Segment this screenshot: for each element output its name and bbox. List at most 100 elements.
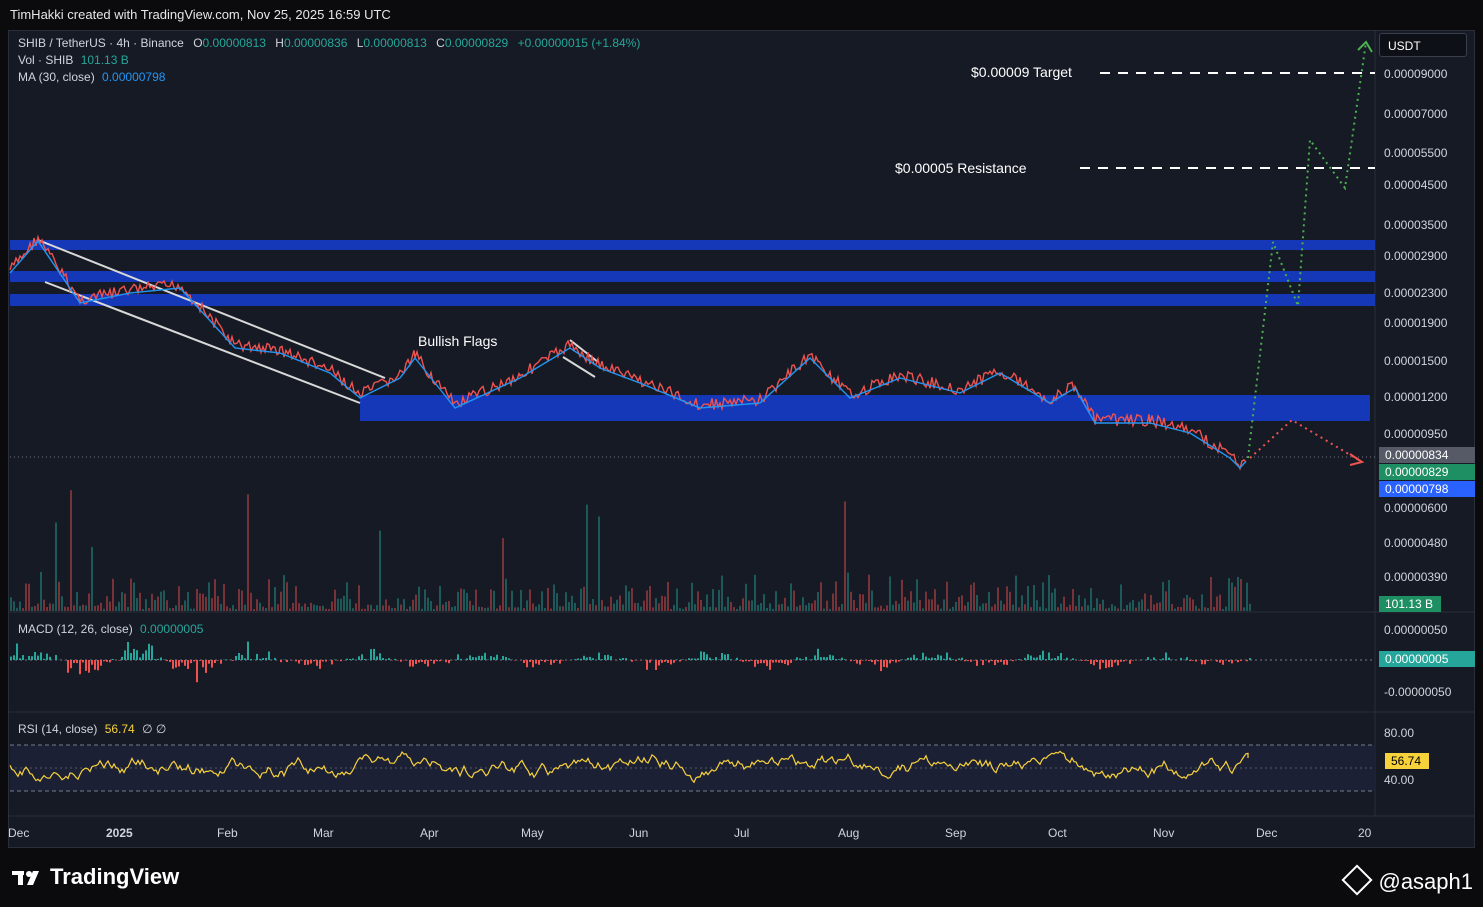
volume-bar [1141, 599, 1143, 611]
macd-bar [82, 660, 84, 663]
macd-bar [196, 660, 198, 683]
macd-bar [838, 659, 840, 660]
macd-bar [241, 654, 243, 660]
volume-bar [391, 608, 393, 611]
macd-bar [331, 660, 333, 665]
macd-bar [910, 657, 912, 660]
volume-bar [382, 605, 384, 611]
volume-bar [856, 607, 858, 611]
volume-bar [1057, 607, 1059, 611]
macd-bar [346, 658, 348, 660]
x-tick: Nov [1153, 826, 1175, 840]
resistance-annotation[interactable]: $0.00005 Resistance [895, 160, 1027, 176]
macd-bar [334, 659, 336, 660]
macd-bar [67, 660, 69, 673]
symbol-label[interactable]: SHIB / TetherUS · 4h · Binance [18, 36, 184, 50]
volume-bar [742, 598, 744, 611]
macd-bar [934, 658, 936, 660]
macd-bar [469, 655, 471, 660]
volume-bar [670, 608, 672, 611]
macd-bar [484, 652, 486, 660]
macd-bar [400, 660, 402, 662]
macd-bar [259, 658, 261, 660]
volume-bar [592, 599, 594, 611]
volume-bar [1156, 602, 1158, 611]
macd-bar [1204, 660, 1206, 665]
macd-bar [187, 660, 189, 669]
volume-bar [184, 600, 186, 611]
volume-bar [1096, 598, 1098, 611]
macd-bar [700, 651, 702, 660]
macd-bar [1006, 660, 1008, 665]
macd-bar [184, 660, 186, 666]
macd-bar [214, 660, 216, 663]
macd-bar [1018, 659, 1020, 660]
x-tick: May [521, 826, 544, 840]
macd-bar [925, 656, 927, 660]
rsi-label[interactable]: RSI (14, close) [18, 722, 98, 736]
volume-bar [712, 589, 714, 611]
bullish-projection-path [1247, 41, 1367, 459]
y-tick: 0.00007000 [1384, 107, 1448, 121]
volume-bar [244, 604, 246, 611]
volume-bar [61, 596, 63, 611]
currency-selector[interactable]: USDT [1379, 33, 1467, 57]
volume-bar [775, 591, 777, 611]
volume-bar [913, 602, 915, 611]
rsi-tick: 80.00 [1384, 726, 1415, 740]
volume-bar [1027, 586, 1029, 611]
volume-bar [1222, 608, 1224, 611]
tradingview-logo[interactable]: TradingView [12, 864, 179, 890]
volume-bar [43, 599, 45, 611]
volume-bar [904, 597, 906, 611]
volume-bar [235, 609, 237, 611]
macd-bar [691, 658, 693, 660]
high-value: 0.00000836 [283, 36, 348, 50]
macd-bar [1087, 660, 1089, 661]
volume-bar [760, 603, 762, 611]
volume-bar [562, 606, 564, 611]
macd-bar [124, 650, 126, 660]
ma-label[interactable]: MA (30, close) [18, 70, 95, 84]
volume-bar [850, 591, 852, 611]
macd-bar [940, 655, 942, 660]
rsi-band [10, 745, 1375, 791]
volume-bar [88, 593, 90, 611]
macd-bar [817, 648, 819, 660]
y-tick: 0.00002300 [1384, 286, 1448, 300]
flag-upper-line [569, 339, 599, 363]
volume-bar [292, 602, 294, 611]
target-annotation[interactable]: $0.00009 Target [971, 64, 1072, 80]
macd-bar [70, 660, 72, 669]
macd-bar [109, 660, 111, 663]
volume-bar [163, 590, 165, 611]
macd-bar [46, 653, 48, 660]
volume-bar [208, 582, 210, 611]
volume-bar [994, 604, 996, 611]
macd-bar [1036, 657, 1038, 660]
volume-bar [409, 606, 411, 611]
macd-bar [166, 660, 168, 662]
macd-bar [625, 658, 627, 660]
macd-label[interactable]: MACD (12, 26, close) [18, 622, 133, 636]
volume-bar [649, 586, 651, 611]
volume-bar [58, 581, 60, 611]
bullish-flags-annotation[interactable]: Bullish Flags [418, 333, 498, 349]
macd-bar [1168, 657, 1170, 660]
volume-bar [901, 579, 903, 611]
macd-bar [1105, 660, 1107, 669]
macd-bar [145, 650, 147, 660]
volume-label[interactable]: Vol · SHIB [18, 53, 74, 67]
volume-bar [1054, 588, 1056, 611]
bearish-arrow-head [1349, 453, 1365, 466]
bearish-projection-path [1249, 418, 1363, 463]
volume-bar [172, 608, 174, 611]
macd-bar [796, 657, 798, 660]
volume-bar [64, 606, 66, 611]
macd-bar [433, 660, 435, 664]
volume-bar [967, 602, 969, 611]
volume-bar [1219, 594, 1221, 611]
volume-bar [1237, 576, 1239, 611]
volume-bar [364, 608, 366, 611]
